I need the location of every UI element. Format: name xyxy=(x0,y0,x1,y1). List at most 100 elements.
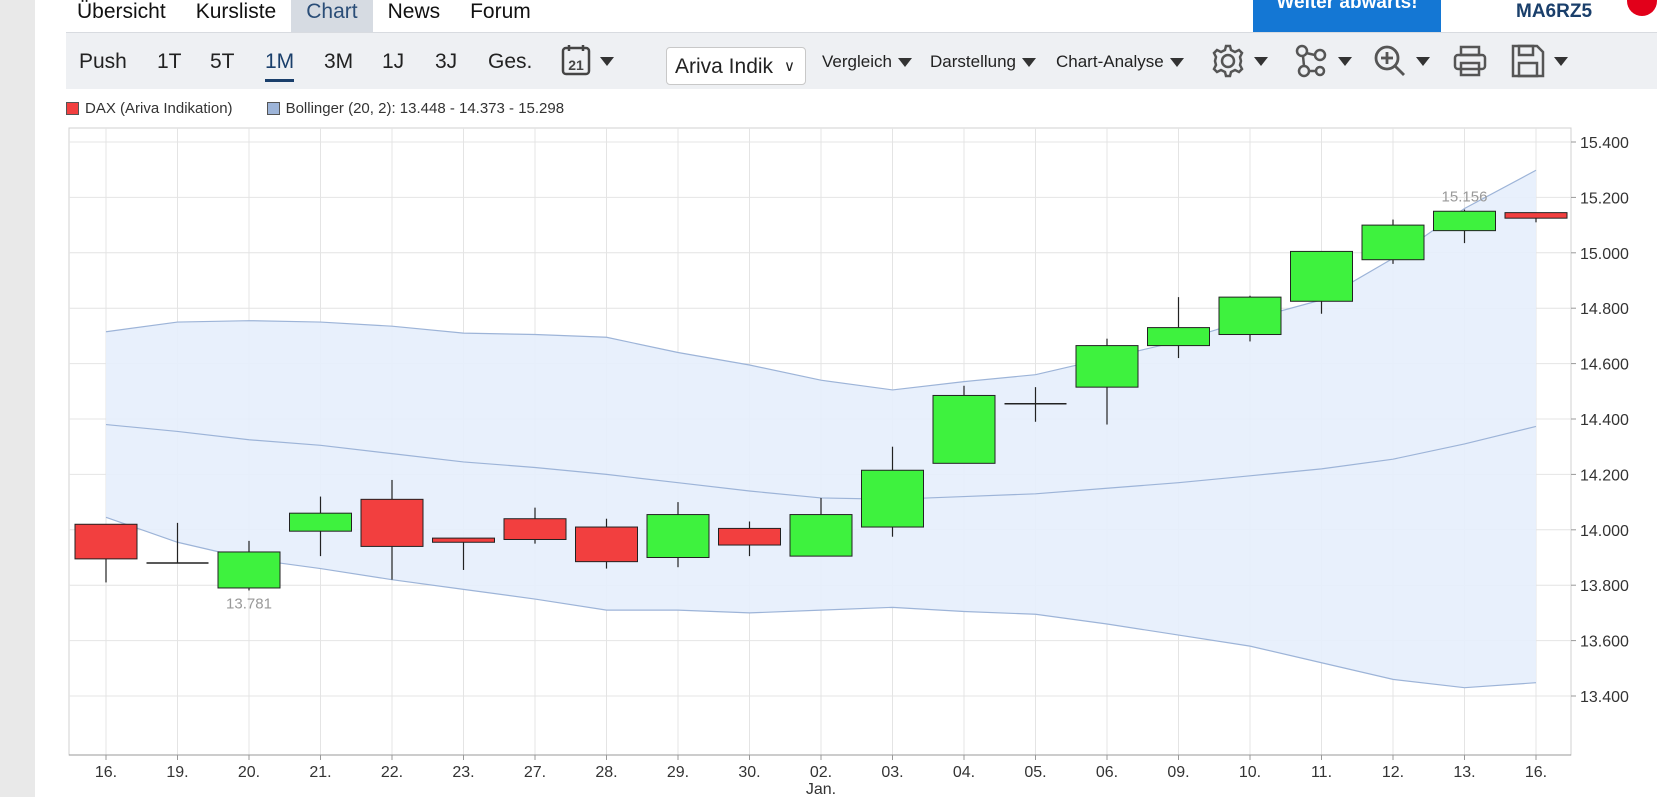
scroll-down-button[interactable]: Weiter abwärts! xyxy=(1253,0,1441,32)
chart-legend: DAX (Ariva Indikation) Bollinger (20, 2)… xyxy=(66,100,564,117)
nav-tab-uebersicht[interactable]: Übersicht xyxy=(77,0,166,23)
legend-label-bollinger: Bollinger (20, 2): 13.448 - 14.373 - 15.… xyxy=(285,100,565,117)
save-icon[interactable] xyxy=(1510,43,1574,79)
x-tick-label: 04. xyxy=(953,764,975,781)
chart-axes: 15.400 15.200 15.000 14.800 14.600 14.400 14.2… xyxy=(69,135,1629,797)
menu-darstellung[interactable]: Darstellung xyxy=(930,51,1036,73)
candle-body xyxy=(718,527,781,546)
candle xyxy=(360,479,424,580)
menu-chart-analyse-label: Chart-Analyse xyxy=(1056,52,1164,71)
bollinger-upper-line xyxy=(105,169,1537,391)
candle-body xyxy=(1075,345,1139,388)
candle-body xyxy=(432,537,495,543)
menu-vergleich-label: Vergleich xyxy=(822,52,892,71)
nav-tab-forum[interactable]: Forum xyxy=(470,0,531,23)
candle xyxy=(1504,212,1568,223)
range-ges[interactable]: Ges. xyxy=(488,50,533,73)
candle xyxy=(217,540,281,591)
range-1j[interactable]: 1J xyxy=(382,50,405,73)
caret-down-icon xyxy=(1022,58,1036,68)
candle xyxy=(146,522,209,564)
candle xyxy=(432,537,495,570)
y-tick-label: 13.400 xyxy=(1580,689,1629,706)
calendar-day: 21 xyxy=(568,57,584,73)
nav-tab-news[interactable]: News xyxy=(387,0,441,23)
menu-darstellung-label: Darstellung xyxy=(930,52,1016,71)
x-tick-label: 20. xyxy=(238,764,260,781)
candle-body xyxy=(861,469,924,528)
range-5t[interactable]: 5T xyxy=(210,50,235,73)
x-tick-label: 12. xyxy=(1382,764,1404,781)
y-tick-label: 15.000 xyxy=(1580,246,1629,263)
print-icon[interactable] xyxy=(1452,43,1488,79)
nav-tab-chart[interactable]: Chart xyxy=(291,0,373,32)
candle-body xyxy=(503,518,567,540)
menu-vergleich[interactable]: Vergleich xyxy=(822,51,912,73)
range-3j[interactable]: 3J xyxy=(435,50,458,73)
candle-body xyxy=(1504,212,1568,219)
left-gutter xyxy=(0,0,35,797)
candle-body xyxy=(1290,250,1353,302)
y-tick-label: 14.800 xyxy=(1580,301,1629,318)
candle xyxy=(503,507,567,544)
gear-icon[interactable] xyxy=(1210,43,1274,79)
nav-tab-kursliste[interactable]: Kursliste xyxy=(195,0,277,23)
zoom-in-icon[interactable] xyxy=(1372,43,1436,79)
x-month-label: Jan. xyxy=(806,781,836,797)
y-tick-label: 14.400 xyxy=(1580,412,1629,429)
candle-body xyxy=(1361,224,1425,261)
x-tick-label: 30. xyxy=(738,764,760,781)
x-tick-label: 21. xyxy=(309,764,331,781)
x-tick-label: 27. xyxy=(524,764,546,781)
range-push[interactable]: Push xyxy=(79,50,127,73)
security-code-box: MA6RZ5 xyxy=(1441,0,1657,33)
notification-badge[interactable] xyxy=(1627,0,1657,16)
legend-swatch-bollinger xyxy=(266,102,280,115)
x-tick-label: 06. xyxy=(1096,764,1118,781)
candle-body xyxy=(789,514,853,557)
x-tick-label: 22. xyxy=(381,764,403,781)
bollinger-lower-line xyxy=(105,516,1537,689)
exchange-select[interactable]: Ariva Indik ∨ xyxy=(666,47,806,85)
y-tick-label: 14.200 xyxy=(1580,467,1629,484)
legend-item-bollinger[interactable]: Bollinger (20, 2): 13.448 - 14.373 - 15.… xyxy=(266,100,565,117)
scroll-down-label: Weiter abwärts! xyxy=(1276,0,1418,13)
legend-label-dax: DAX (Ariva Indikation) xyxy=(85,100,233,117)
candle xyxy=(789,497,853,557)
x-tick-label: 13. xyxy=(1453,764,1475,781)
y-tick-label: 15.400 xyxy=(1580,135,1629,152)
price-annotation: 15.156 xyxy=(1442,189,1488,206)
candle-body xyxy=(360,498,424,547)
candle-body xyxy=(646,514,710,559)
x-tick-label: 03. xyxy=(881,764,903,781)
candle-body xyxy=(1147,327,1210,347)
y-tick-label: 14.000 xyxy=(1580,523,1629,540)
range-3m[interactable]: 3M xyxy=(324,50,354,73)
range-1t[interactable]: 1T xyxy=(157,50,182,73)
caret-down-icon xyxy=(1169,58,1184,68)
candle xyxy=(646,502,710,568)
candle-body xyxy=(74,523,138,560)
x-tick-label: 02. xyxy=(810,764,832,781)
candle-body xyxy=(1218,296,1282,336)
candle-body xyxy=(217,551,281,589)
security-code: MA6RZ5 xyxy=(1516,1,1593,22)
x-tick-label: 19. xyxy=(166,764,188,781)
candle xyxy=(932,385,996,464)
chart-annotations: 13.781 15.156 xyxy=(226,189,1487,613)
candle xyxy=(575,518,638,569)
chart-toolbar: Push 1T 5T 1M 3M 1J 3J Ges. 21 Ariva Ind… xyxy=(66,32,1657,89)
candle-body xyxy=(575,526,638,563)
caret-down-icon xyxy=(897,58,912,68)
menu-chart-analyse[interactable]: Chart-Analyse xyxy=(1056,51,1184,73)
x-tick-label: 16. xyxy=(1525,764,1547,781)
indicators-icon[interactable] xyxy=(1294,43,1358,79)
x-tick-label: 29. xyxy=(667,764,689,781)
calendar-icon[interactable]: 21 xyxy=(560,43,620,79)
candle xyxy=(1147,297,1210,359)
candle xyxy=(1433,209,1496,244)
x-tick-label: 10. xyxy=(1239,764,1261,781)
range-1m[interactable]: 1M xyxy=(265,50,295,82)
legend-item-dax[interactable]: DAX (Ariva Indikation) xyxy=(66,100,233,117)
